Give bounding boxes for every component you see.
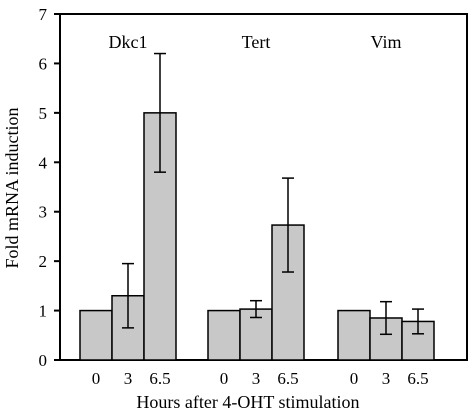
group-label: Tert: [242, 32, 271, 52]
x-tick-label: 3: [382, 369, 391, 388]
y-tick-label: 1: [39, 302, 48, 321]
bars-layer: [79, 112, 435, 361]
x-tick-label: 6.5: [149, 369, 170, 388]
x-tick-label: 0: [92, 369, 101, 388]
y-tick-label: 7: [39, 5, 48, 24]
group-labels: Dkc1 Tert Vim: [109, 32, 402, 52]
y-tick-label: 3: [39, 203, 48, 222]
group-label: Vim: [371, 32, 402, 52]
error-bars-layer: [122, 52, 424, 336]
y-tick-label: 2: [39, 252, 48, 271]
bar: [207, 309, 241, 361]
y-tick-label: 5: [39, 104, 48, 123]
bar: [79, 309, 113, 361]
y-tick-label: 6: [39, 54, 48, 73]
x-tick-label: 3: [124, 369, 133, 388]
bar: [337, 309, 371, 361]
y-tick-label: 0: [39, 351, 48, 370]
y-axis: 0 1 2 3 4 5 6 7: [39, 5, 60, 370]
x-axis-title: Hours after 4-OHT stimulation: [136, 392, 359, 412]
x-tick-label: 3: [252, 369, 261, 388]
x-tick-label: 0: [350, 369, 359, 388]
x-tick-label: 6.5: [407, 369, 428, 388]
bar: [369, 317, 403, 361]
group-label: Dkc1: [109, 32, 148, 52]
x-tick-label: 0: [220, 369, 229, 388]
x-axis: 0 3 6.5 0 3 6.5 0 3 6.5: [92, 369, 429, 388]
y-tick-label: 4: [39, 153, 48, 172]
x-tick-label: 6.5: [277, 369, 298, 388]
y-axis-title: Fold mRNA induction: [2, 107, 22, 268]
